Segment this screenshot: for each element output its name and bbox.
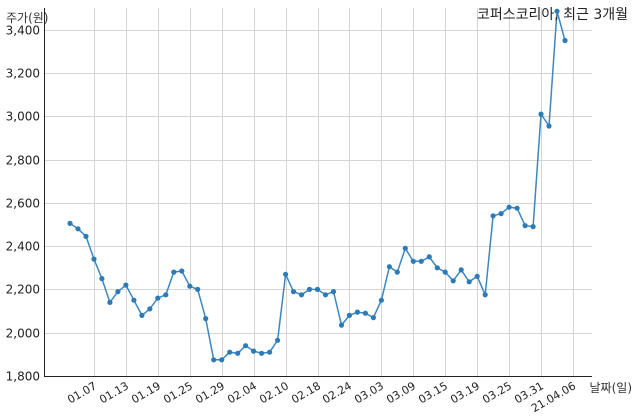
x-tick-label: 03.19: [448, 379, 482, 406]
x-tick-labels: 01.0701.1301.1901.2501.2902.0402.1002.18…: [65, 379, 578, 415]
data-point: [139, 312, 145, 318]
data-point: [75, 226, 81, 232]
data-point: [163, 292, 169, 298]
data-point: [378, 297, 384, 303]
data-point: [562, 37, 568, 44]
data-point: [474, 273, 480, 279]
data-point: [426, 254, 432, 260]
y-tick-label: 2,000: [6, 327, 40, 341]
series: [67, 8, 568, 363]
data-point: [434, 265, 440, 271]
data-point: [346, 312, 352, 318]
x-axis-label: 날짜(일): [590, 381, 632, 395]
x-tick-label: 01.19: [129, 379, 163, 406]
data-point: [354, 309, 360, 315]
y-tick-label: 3,000: [6, 110, 40, 124]
data-point: [259, 350, 265, 356]
data-point: [530, 224, 536, 230]
data-point: [235, 350, 241, 356]
data-point: [546, 123, 552, 129]
data-point: [187, 283, 193, 289]
data-point: [91, 256, 97, 262]
data-point: [147, 306, 153, 312]
data-point: [115, 289, 121, 295]
data-point: [554, 8, 560, 14]
data-point: [402, 245, 408, 251]
x-tick-label: 01.13: [97, 379, 131, 406]
data-point: [338, 322, 345, 328]
data-point: [283, 271, 289, 277]
data-point: [482, 292, 488, 298]
x-tick-label: 03.09: [384, 379, 418, 406]
x-tick-label: 02.04: [225, 379, 259, 406]
x-tick-label: 02.18: [289, 379, 323, 406]
data-point: [107, 299, 113, 305]
x-tick-label: 01.07: [65, 379, 99, 406]
data-point: [322, 292, 329, 298]
data-point: [211, 357, 217, 363]
x-tick-label: 02.24: [320, 379, 354, 406]
data-point: [131, 297, 137, 303]
data-point: [298, 292, 305, 298]
x-tick-label: 01.25: [161, 379, 195, 406]
data-point: [171, 269, 177, 275]
data-point: [450, 278, 456, 284]
data-point: [267, 349, 273, 355]
x-tick-label: 03.03: [352, 379, 386, 406]
x-tick-label: 03.15: [416, 379, 450, 406]
data-point: [410, 258, 416, 264]
data-point: [83, 233, 89, 239]
data-point: [394, 269, 400, 275]
series-line: [69, 11, 566, 361]
data-point: [442, 269, 448, 275]
data-point: [490, 213, 496, 219]
data-point: [506, 204, 512, 210]
y-axis-label: 주가(원): [6, 11, 48, 25]
grid: [44, 8, 592, 377]
data-point: [219, 357, 225, 363]
y-tick-label: 3,400: [6, 24, 40, 38]
y-tick-labels: 1,800 2,000 2,200 2,400 2,600 2,800 3,000 3,200…: [6, 24, 40, 384]
data-point: [514, 205, 520, 211]
data-point: [306, 286, 313, 292]
data-point: [418, 258, 424, 264]
data-point: [179, 268, 185, 274]
data-point: [538, 111, 544, 117]
data-point: [251, 348, 257, 354]
data-point: [155, 295, 161, 301]
data-point: [227, 349, 233, 355]
data-point: [458, 267, 464, 273]
axes: [44, 8, 592, 377]
data-point: [330, 289, 337, 295]
y-tick-label: 2,400: [6, 240, 40, 254]
data-point: [362, 310, 368, 316]
data-point: [290, 289, 297, 295]
y-tick-label: 2,200: [6, 283, 40, 297]
data-point: [203, 316, 209, 322]
data-point: [370, 315, 376, 321]
data-point: [314, 286, 321, 292]
x-tick-label: 01.29: [193, 379, 227, 406]
chart-title: 코퍼스코리아, 최근 3개월: [477, 7, 628, 23]
data-point: [99, 276, 105, 282]
data-point: [243, 343, 249, 349]
data-point: [522, 223, 528, 229]
data-point: [498, 211, 504, 217]
data-point: [67, 220, 73, 226]
x-tick-label: 02.10: [257, 379, 291, 406]
y-tick-label: 1,800: [6, 370, 40, 384]
y-tick-label: 2,600: [6, 197, 40, 211]
x-tick-label: 03.25: [480, 379, 514, 406]
data-point: [195, 286, 201, 292]
data-point: [123, 282, 129, 288]
y-tick-label: 2,800: [6, 154, 40, 168]
y-tick-label: 3,200: [6, 67, 40, 81]
data-point: [466, 279, 472, 285]
data-point: [386, 264, 392, 270]
data-point: [275, 337, 281, 343]
